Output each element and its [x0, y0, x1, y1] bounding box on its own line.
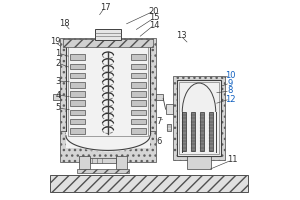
Bar	[79, 156, 90, 169]
Bar	[90, 158, 116, 162]
Bar	[131, 110, 146, 115]
Bar	[156, 94, 163, 100]
Text: 2: 2	[56, 58, 61, 68]
Bar	[166, 104, 172, 114]
Bar	[167, 124, 171, 131]
Text: 3: 3	[55, 76, 61, 86]
Bar	[116, 156, 128, 169]
Bar	[70, 128, 85, 134]
Bar	[66, 132, 150, 148]
Bar	[131, 128, 146, 134]
Bar	[68, 46, 148, 136]
Text: 15: 15	[149, 14, 159, 22]
Text: 14: 14	[149, 21, 159, 29]
Bar	[70, 119, 85, 124]
Text: 11: 11	[227, 156, 237, 164]
Bar	[63, 39, 153, 47]
Bar	[131, 64, 146, 69]
Bar	[182, 112, 186, 151]
Bar	[70, 91, 85, 97]
Text: 20: 20	[149, 6, 159, 16]
Text: 5: 5	[56, 104, 61, 112]
Text: 10: 10	[225, 71, 235, 79]
Bar	[70, 100, 85, 106]
Bar	[209, 112, 213, 151]
Bar	[70, 54, 85, 60]
Bar	[70, 82, 85, 88]
Text: 17: 17	[100, 2, 110, 11]
Bar	[131, 82, 146, 88]
Bar	[53, 94, 60, 100]
Text: 6: 6	[156, 136, 162, 146]
Bar	[131, 91, 146, 97]
Bar	[200, 112, 204, 151]
Bar	[131, 54, 146, 60]
Bar	[50, 175, 248, 192]
Bar	[60, 38, 156, 131]
Text: 18: 18	[59, 19, 69, 27]
Bar	[177, 80, 221, 156]
Bar	[60, 131, 156, 162]
Bar	[131, 119, 146, 124]
Bar	[172, 76, 225, 160]
Bar	[70, 73, 85, 78]
Text: 7: 7	[156, 116, 162, 126]
Bar	[131, 73, 146, 78]
Bar	[179, 82, 219, 154]
Bar	[131, 100, 146, 106]
Bar	[70, 110, 85, 115]
Text: 9: 9	[227, 78, 232, 88]
Text: 19: 19	[50, 38, 60, 46]
Text: 13: 13	[176, 31, 186, 40]
Bar	[187, 156, 211, 169]
Bar	[66, 44, 150, 136]
Bar	[70, 64, 85, 69]
Text: 12: 12	[225, 95, 235, 104]
Text: 1: 1	[56, 48, 61, 58]
Text: 4: 4	[56, 90, 61, 99]
Bar	[76, 169, 129, 173]
Bar	[95, 29, 121, 40]
Text: 8: 8	[227, 86, 233, 95]
Bar	[191, 112, 195, 151]
